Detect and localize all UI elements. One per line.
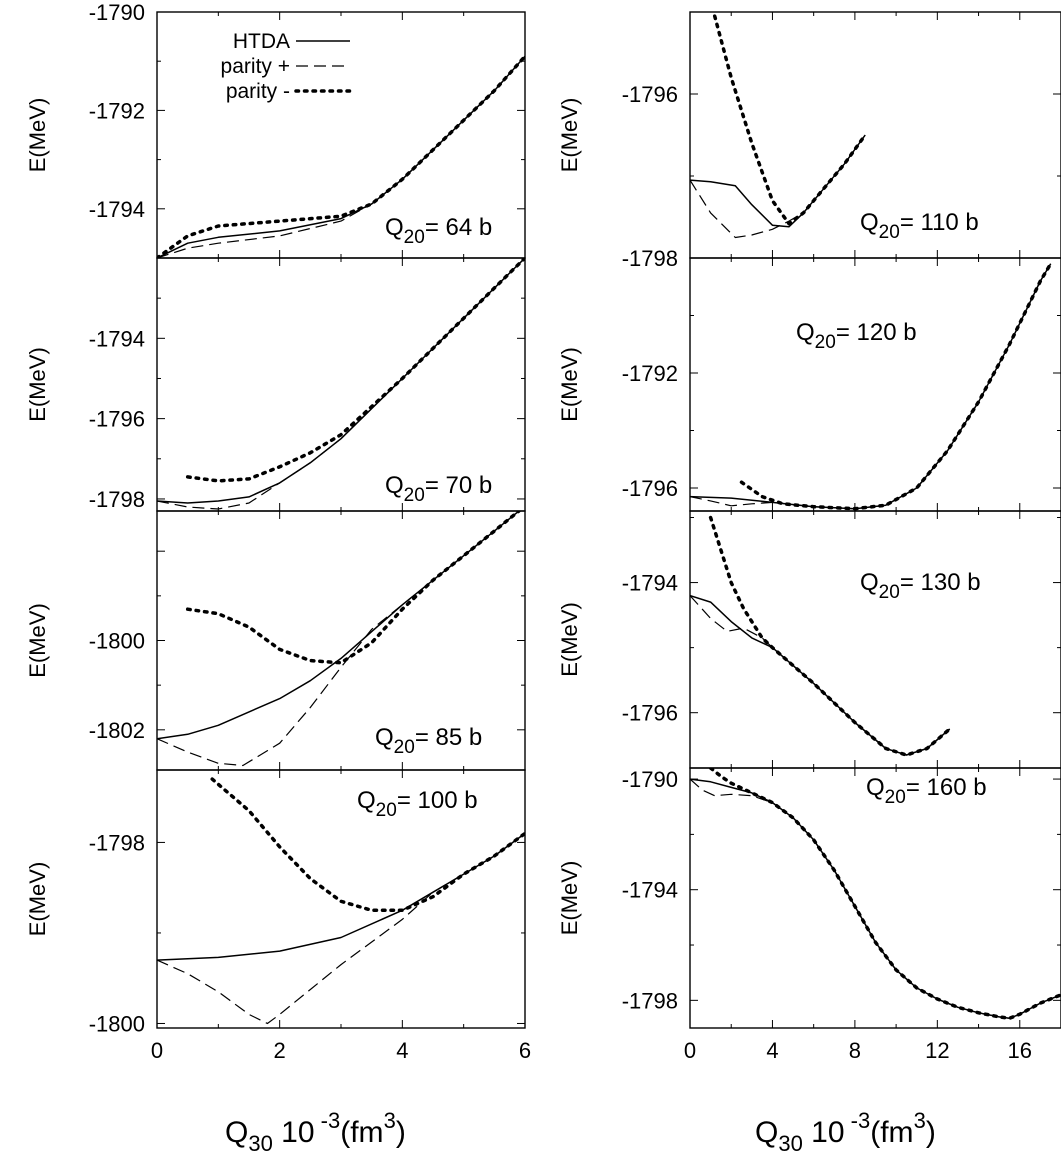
- plot-frame: [689, 257, 1061, 512]
- y-tick-label: -1798: [622, 246, 678, 271]
- series-line-solid: [690, 778, 1061, 1020]
- series-line-dotted: [185, 258, 525, 483]
- y-tick-label: -1794: [622, 571, 678, 596]
- panel-left-2: -1794 -1796 -1798 E(MeV) Q20= 70 b: [25, 257, 526, 512]
- legend-label: HTDA: [233, 30, 290, 53]
- y-tick-label: -1800: [89, 629, 145, 654]
- series-group: [157, 511, 521, 767]
- series-group: [690, 14, 867, 239]
- panel-left-3: -1800 -1802 E(MeV) Q20= 85 b: [25, 510, 526, 771]
- y-axis-label: E(MeV): [25, 347, 50, 422]
- series-group: [690, 515, 952, 757]
- panel-annotation: Q20= 100 b: [357, 787, 478, 821]
- panel-right-4: 0 4 8 12 16 -1790 -1794 -1798 E(MeV) Q20= 160 b: [557, 767, 1061, 1063]
- series-line-dotted: [739, 262, 1053, 511]
- x-tick-label: 0: [151, 1038, 163, 1063]
- y-tick-label: -1796: [622, 701, 678, 726]
- panel-right-3: -1794 -1796 E(MeV) Q20= 130 b: [557, 510, 1061, 769]
- plot-frame: [689, 510, 1061, 769]
- panel-annotation: Q20= 130 b: [860, 569, 981, 603]
- y-tick-label: -1798: [622, 988, 678, 1013]
- series-line-dotted: [708, 515, 952, 757]
- x-tick-label: 16: [1008, 1038, 1032, 1063]
- series-line-solid: [690, 134, 866, 228]
- series-line-dashed: [690, 263, 1052, 510]
- y-tick-label: -1798: [89, 830, 145, 855]
- series-group: [690, 768, 1061, 1021]
- y-tick-label: -1796: [622, 82, 678, 107]
- series-group: [690, 262, 1053, 511]
- series-line-dotted: [185, 511, 521, 665]
- series-line-solid: [157, 832, 525, 961]
- series-line-dotted: [712, 14, 867, 226]
- x-tick-label: 4: [766, 1038, 778, 1063]
- series-line-dashed: [157, 832, 525, 1025]
- y-axis-label: E(MeV): [557, 602, 582, 677]
- series-line-dashed: [690, 134, 866, 239]
- series-line-dotted: [210, 777, 525, 913]
- series-line-dashed: [690, 778, 1061, 1019]
- y-axis-label: E(MeV): [25, 862, 50, 937]
- y-tick-label: -1800: [89, 1011, 145, 1036]
- y-tick-label: -1794: [89, 326, 145, 351]
- y-axis-label: E(MeV): [557, 861, 582, 936]
- y-tick-label: -1802: [89, 718, 145, 743]
- x-tick-label: 2: [274, 1038, 286, 1063]
- series-line-solid: [157, 258, 525, 504]
- left-x-axis-label: Q30 10 -3(fm3): [225, 1108, 406, 1156]
- y-tick-label: -1798: [89, 487, 145, 512]
- series-line-dotted: [157, 54, 525, 258]
- panel-annotation: Q20= 160 b: [866, 774, 987, 808]
- y-axis-label: E(MeV): [557, 98, 582, 173]
- y-tick-label: -1794: [622, 878, 678, 903]
- panel-right-1: -1796 -1798 E(MeV) Q20= 110 b: [557, 11, 1061, 271]
- panel-annotation: Q20= 70 b: [385, 472, 492, 506]
- y-axis-label: E(MeV): [25, 603, 50, 678]
- y-tick-label: -1796: [89, 407, 145, 432]
- panel-annotation: Q20= 110 b: [860, 209, 979, 243]
- x-tick-label: 0: [684, 1038, 696, 1063]
- series-line-solid: [690, 594, 951, 756]
- series-line-solid: [157, 511, 520, 740]
- y-tick-label: -1792: [622, 361, 678, 386]
- series-group: [157, 777, 525, 1025]
- y-tick-label: -1792: [89, 98, 145, 123]
- series-group: [157, 258, 525, 510]
- panel-annotation: Q20= 120 b: [796, 319, 917, 353]
- series-line-dashed: [157, 511, 520, 767]
- series-line-dotted: [708, 768, 1061, 1021]
- y-tick-label: -1790: [89, 0, 145, 25]
- series-group: [157, 54, 525, 258]
- x-tick-label: 6: [519, 1038, 531, 1063]
- legend-label: parity +: [221, 55, 290, 78]
- y-tick-label: -1790: [622, 767, 678, 792]
- panel-annotation: Q20= 64 b: [385, 214, 492, 248]
- y-axis-label: E(MeV): [557, 347, 582, 422]
- legend-label: parity -: [226, 80, 290, 103]
- x-tick-label: 8: [849, 1038, 861, 1063]
- series-line-solid: [690, 263, 1052, 510]
- panel-annotation: Q20= 85 b: [375, 724, 482, 758]
- y-tick-label: -1794: [89, 197, 145, 222]
- panel-right-2: -1792 -1796 E(MeV) Q20= 120 b: [557, 257, 1061, 512]
- plot-frame: [689, 767, 1061, 1029]
- y-tick-label: -1796: [622, 476, 678, 501]
- panel-left-4: 0 2 4 6 -1798 -1800 E(MeV) Q20= 100 b: [25, 769, 531, 1063]
- x-tick-label: 12: [925, 1038, 949, 1063]
- y-axis-label: E(MeV): [25, 98, 50, 173]
- right-x-axis-label: Q30 10 -3(fm3): [755, 1108, 936, 1156]
- x-tick-label: 4: [396, 1038, 408, 1063]
